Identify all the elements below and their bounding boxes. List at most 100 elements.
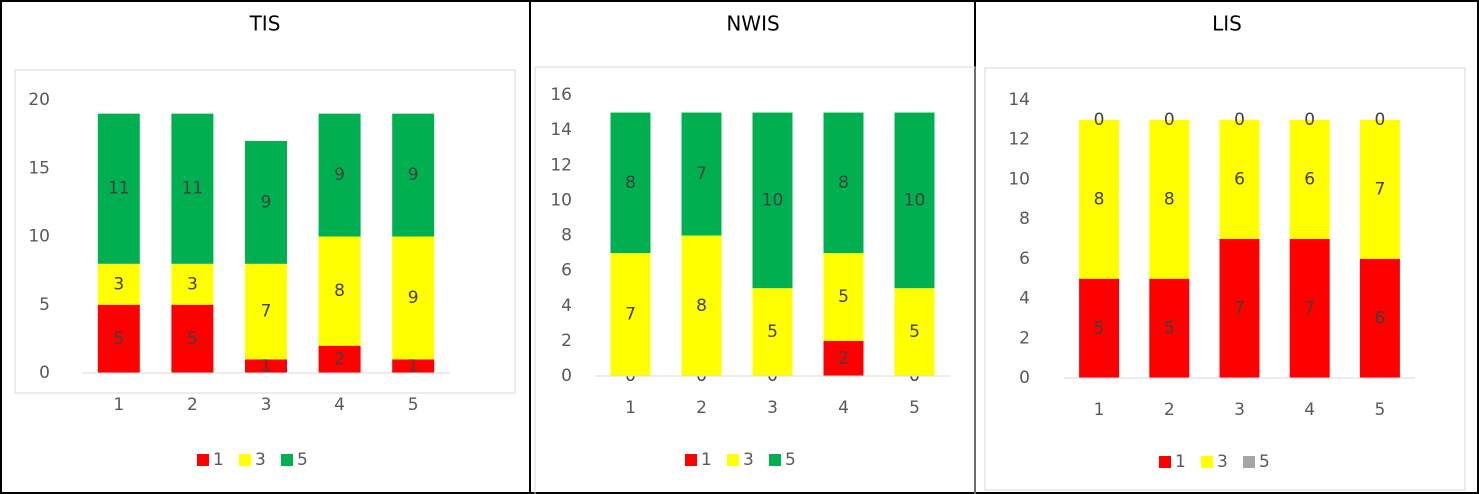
y-tick-label: 14 — [550, 120, 572, 140]
bar-segment — [1359, 258, 1400, 378]
legend-label: 5 — [785, 450, 796, 470]
legend-label: 1 — [213, 450, 224, 470]
data-label: 7 — [1374, 179, 1385, 199]
y-tick-label: 2 — [561, 331, 572, 351]
data-label: 11 — [182, 179, 204, 199]
data-label: 5 — [1094, 318, 1105, 338]
bar-segment — [1359, 119, 1400, 259]
bar-segment — [1149, 119, 1190, 279]
data-label: 10 — [904, 190, 926, 210]
legend-swatch — [197, 454, 209, 466]
bar-segment — [752, 288, 793, 376]
x-tick-label: 2 — [187, 395, 198, 415]
data-label: 5 — [187, 329, 198, 349]
bar-segment — [823, 112, 864, 254]
data-label: 7 — [1304, 299, 1315, 319]
y-tick-label: 4 — [1019, 289, 1030, 309]
legend-label: 1 — [701, 450, 712, 470]
y-tick-label: 10 — [28, 227, 50, 247]
bar-segment — [1289, 119, 1330, 239]
data-label: 7 — [625, 305, 636, 325]
data-label: 1 — [408, 356, 419, 376]
bar-segment — [610, 253, 651, 376]
x-tick-label: 3 — [767, 398, 778, 418]
data-label: 7 — [1234, 299, 1245, 319]
y-tick-label: 6 — [1019, 249, 1030, 269]
y-tick-label: 12 — [1008, 130, 1030, 150]
chart-frame — [534, 66, 976, 494]
data-label: 6 — [1304, 169, 1315, 189]
x-tick-label: 2 — [1164, 400, 1175, 420]
legend-swatch — [685, 454, 697, 466]
data-label: 9 — [261, 192, 272, 212]
bar-segment — [318, 345, 361, 373]
x-tick-label: 4 — [1304, 400, 1315, 420]
data-label: 0 — [1164, 110, 1175, 130]
bar-segment — [245, 263, 287, 360]
legend-swatch — [1159, 456, 1171, 468]
bar-segment — [245, 140, 287, 264]
bar-segment — [1079, 119, 1120, 279]
bar-segment — [610, 112, 651, 254]
data-label: 6 — [1234, 169, 1245, 189]
x-tick-label: 3 — [261, 395, 272, 415]
bar-segment — [681, 112, 722, 236]
data-label: 9 — [408, 288, 419, 308]
data-label: 5 — [909, 322, 920, 342]
chart-frame — [14, 69, 516, 394]
bar-segment — [752, 112, 793, 289]
x-tick-label: 5 — [909, 398, 920, 418]
y-tick-label: 2 — [1019, 328, 1030, 348]
data-label: 6 — [1374, 308, 1385, 328]
x-tick-label: 5 — [1374, 400, 1385, 420]
bar-segment — [1219, 239, 1260, 378]
legend-swatch — [727, 454, 739, 466]
data-label: 11 — [108, 179, 130, 199]
bar-segment — [97, 113, 140, 264]
data-label: 5 — [1164, 318, 1175, 338]
y-tick-label: 8 — [1019, 209, 1030, 229]
bar-segment — [392, 113, 435, 237]
bar-segment — [171, 113, 214, 264]
data-label: 8 — [1164, 189, 1175, 209]
x-tick-label: 4 — [838, 398, 849, 418]
y-tick-label: 5 — [39, 295, 50, 315]
data-label: 0 — [1304, 110, 1315, 130]
legend-label: 5 — [297, 450, 308, 470]
bar-segment — [97, 304, 140, 373]
bar-segment — [1289, 239, 1330, 378]
bar-segment — [1149, 278, 1190, 378]
chart-title: LIS — [1212, 12, 1242, 36]
y-tick-label: 0 — [1019, 368, 1030, 388]
bar-segment — [171, 263, 214, 305]
legend-swatch — [769, 454, 781, 466]
bar-segment — [245, 359, 287, 373]
data-label: 2 — [838, 348, 849, 368]
x-tick-label: 1 — [113, 395, 124, 415]
x-tick-label: 1 — [1094, 400, 1105, 420]
y-tick-label: 6 — [561, 261, 572, 281]
legend-swatch — [239, 454, 251, 466]
y-tick-label: 14 — [1008, 90, 1030, 110]
data-label: 0 — [1094, 110, 1105, 130]
data-label: 8 — [334, 281, 345, 301]
y-tick-label: 0 — [561, 366, 572, 386]
data-label: 0 — [1374, 110, 1385, 130]
bar-segment — [894, 112, 935, 289]
data-label: 5 — [113, 329, 124, 349]
bar-segment — [97, 263, 140, 305]
y-tick-label: 8 — [561, 226, 572, 246]
bar-segment — [318, 236, 361, 346]
data-label: 8 — [625, 173, 636, 193]
y-tick-label: 12 — [550, 155, 572, 175]
x-tick-label: 2 — [696, 398, 707, 418]
x-tick-label: 1 — [625, 398, 636, 418]
legend-label: 3 — [743, 450, 754, 470]
bar-segment — [823, 253, 864, 341]
legend-swatch — [1201, 456, 1213, 468]
data-label: 3 — [113, 274, 124, 294]
data-label: 1 — [261, 356, 272, 376]
chart-frame — [984, 67, 1466, 491]
